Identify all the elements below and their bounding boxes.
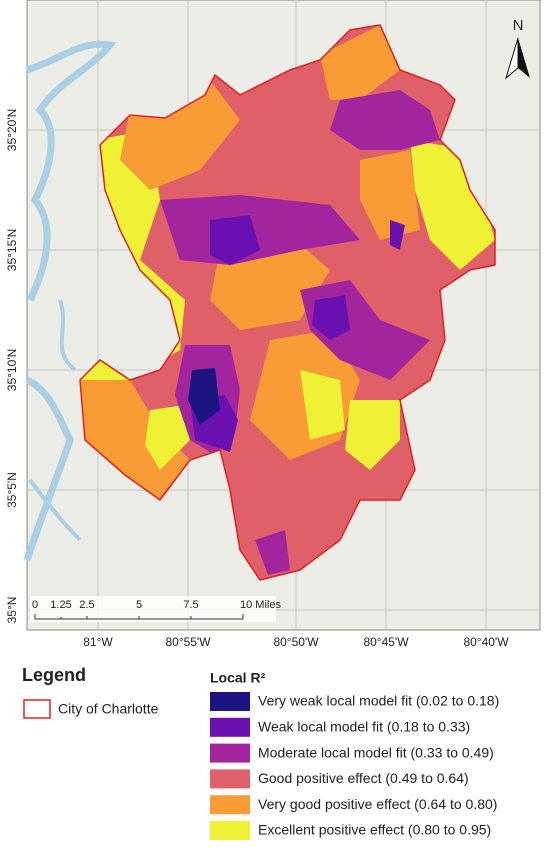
scale-line — [34, 614, 244, 620]
class-label: Good positive effect (0.49 to 0.64) — [258, 770, 469, 786]
classes-title: Local R² — [210, 670, 266, 686]
region — [390, 220, 405, 250]
river — [23, 40, 117, 562]
city-swatch — [23, 699, 51, 719]
scale-bar: 0 1.25 2.5 5 7.5 10 Miles — [30, 596, 281, 622]
lon-label: 80°55'W — [165, 635, 211, 649]
legend: Legend City of Charlotte Local R² Very w… — [22, 665, 499, 840]
lat-label: 35°15'N — [5, 229, 19, 271]
scale-label: 2.5 — [79, 599, 94, 611]
class-label: Excellent positive effect (0.80 to 0.95) — [258, 822, 491, 838]
legend-classes: Very weak local model fit (0.02 to 0.18)… — [210, 692, 499, 840]
region — [145, 405, 190, 470]
lon-label: 81°W — [83, 635, 113, 649]
region — [80, 380, 190, 510]
scale-label: 7.5 — [183, 599, 198, 611]
river — [28, 299, 82, 542]
north-arrow: N — [505, 17, 530, 80]
class-swatch — [210, 821, 250, 840]
north-label: N — [513, 17, 524, 34]
class-label: Very weak local model fit (0.02 to 0.18) — [258, 693, 499, 709]
region — [330, 90, 440, 150]
class-swatch — [210, 769, 250, 789]
lat-label: 35°N — [5, 597, 19, 624]
scale-bg — [30, 596, 276, 622]
scale-label: 5 — [136, 599, 142, 611]
legend-title: Legend — [22, 665, 86, 685]
city-label: City of Charlotte — [58, 701, 159, 717]
region — [320, 25, 400, 100]
class-swatch — [210, 795, 250, 815]
region — [210, 215, 260, 265]
lat-label: 35°10'N — [5, 349, 19, 391]
longitude-labels: 81°W 80°55'W 80°50'W 80°45'W 80°40'W — [83, 635, 509, 649]
lon-label: 80°45'W — [363, 635, 409, 649]
class-label: Very good positive effect (0.64 to 0.80) — [258, 796, 497, 812]
class-swatch — [210, 717, 250, 737]
city-regions — [80, 25, 495, 580]
latitude-labels: 35°20'N 35°15'N 35°10'N 35°5'N 35°N — [5, 109, 19, 624]
lat-label: 35°20'N — [5, 109, 19, 151]
arrow-right — [518, 38, 530, 78]
lon-label: 80°40'W — [463, 635, 509, 649]
class-swatch — [210, 743, 250, 763]
region — [188, 368, 220, 425]
scale-label: 10 Miles — [240, 599, 281, 611]
region — [345, 400, 400, 470]
region — [312, 295, 350, 340]
lat-label: 35°5'N — [5, 472, 19, 508]
class-label: Weak local model fit (0.18 to 0.33) — [258, 719, 470, 735]
region — [360, 150, 420, 240]
city-boundary — [79, 24, 496, 581]
scale-label: 1.25 — [50, 599, 71, 611]
region — [300, 370, 345, 440]
class-label: Moderate local model fit (0.33 to 0.49) — [258, 744, 494, 760]
class-swatch — [210, 692, 250, 711]
lon-label: 80°50'W — [273, 635, 319, 649]
scale-label: 0 — [32, 599, 38, 611]
region — [255, 530, 290, 575]
